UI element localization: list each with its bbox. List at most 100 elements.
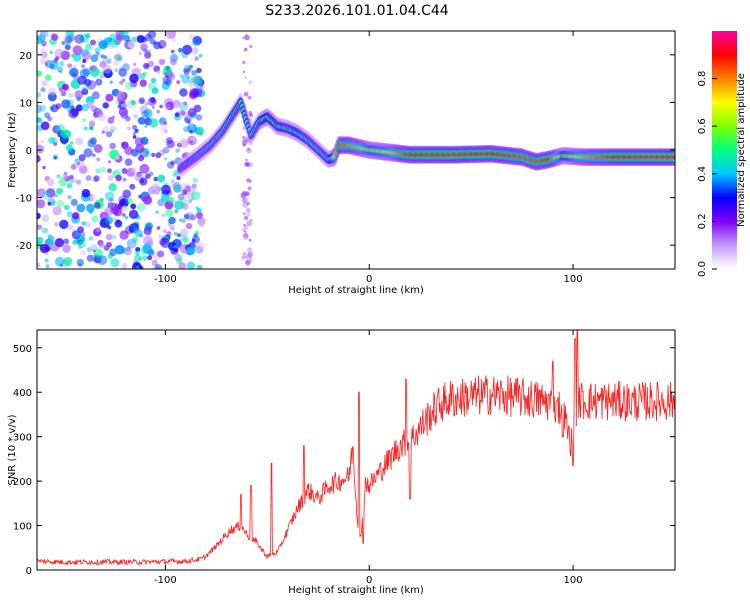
noise-blob [116,91,126,100]
noise-blob [76,96,81,101]
noise-blob [40,87,46,93]
noise-blob [127,126,131,131]
noise-blob [139,163,150,174]
colorbar-gradient [712,31,737,269]
noise-blob [141,110,149,118]
noise-blob [111,37,118,44]
noise-blob [177,47,183,53]
noise-blob [249,44,253,49]
noise-blob [44,112,51,119]
noise-blob [56,124,65,133]
noise-blob [241,255,246,260]
noise-blob [147,82,157,91]
noise-blob [73,64,77,69]
noise-blob [37,92,42,98]
noise-blob [168,72,176,81]
noise-blob [74,90,84,100]
noise-blob [174,157,183,165]
noise-blob [67,63,73,69]
noise-blob [193,79,203,88]
noise-blob [198,221,205,228]
noise-blob [64,44,71,51]
snr-y-label: SNR (10 * v/v) [7,414,18,485]
noise-blob [70,141,74,145]
noise-blob [42,191,51,200]
noise-blob [170,179,175,183]
noise-blob [58,87,63,92]
noise-blob [66,183,73,189]
noise-blob [242,252,247,256]
noise-blob [189,136,197,143]
noise-blob [166,161,175,169]
noise-blob [67,195,72,200]
noise-blob [47,116,53,122]
noise-blob [245,254,250,259]
noise-blob [155,152,162,159]
snr-x-label: Height of straight line (km) [288,585,424,596]
noise-blob [124,247,132,256]
noise-blob [76,162,81,166]
noise-blob [181,153,188,159]
noise-blob [37,262,41,268]
noise-blob [86,247,92,253]
noise-blob [70,198,78,207]
noise-blob [39,243,50,254]
noise-blob [181,75,190,84]
noise-blob [37,188,46,198]
noise-blob [88,236,93,241]
noise-blob [191,39,199,47]
noise-blob [144,124,148,128]
noise-blob [145,102,149,106]
noise-blob [122,177,127,182]
noise-blob [182,236,189,244]
noise-blob [195,211,203,219]
noise-blob [112,59,120,67]
noise-blob [165,101,175,111]
noise-blob [42,43,46,47]
noise-blob [145,222,154,230]
noise-blob [248,238,252,242]
noise-blob [78,154,86,162]
noise-blob [244,76,247,79]
noise-blob [246,220,253,227]
noise-blob [167,196,175,204]
noise-blob [185,212,194,221]
noise-blob [191,70,197,76]
noise-blob [161,184,171,195]
noise-blob [245,207,251,213]
noise-blob [45,188,56,198]
noise-blob [77,75,87,85]
noise-blob [40,57,47,65]
noise-blob [81,220,87,226]
noise-blob [132,131,137,136]
noise-blob [69,175,74,180]
noise-blob [242,143,246,147]
noise-blob [37,224,43,230]
noise-blob [41,51,48,59]
noise-blob [165,65,171,71]
noise-blob [99,61,107,68]
noise-blob [58,177,68,187]
noise-blob [177,142,182,148]
noise-blob [56,66,63,73]
noise-blob [121,168,128,174]
noise-blob [90,39,96,46]
noise-blob [119,230,129,240]
noise-blob [138,51,142,56]
noise-blob [51,137,58,144]
noise-blob [139,79,147,87]
noise-blob [194,56,199,61]
noise-blob [54,238,65,248]
noise-blob [157,174,166,183]
noise-blob [192,177,198,183]
noise-blob [195,39,199,43]
noise-blob [138,148,149,158]
noise-blob [46,178,55,187]
noise-blob [196,264,203,269]
noise-blob [189,64,193,69]
noise-blob [195,206,199,210]
noise-blob [139,234,143,238]
noise-blob [114,244,125,255]
noise-blob [125,225,134,235]
